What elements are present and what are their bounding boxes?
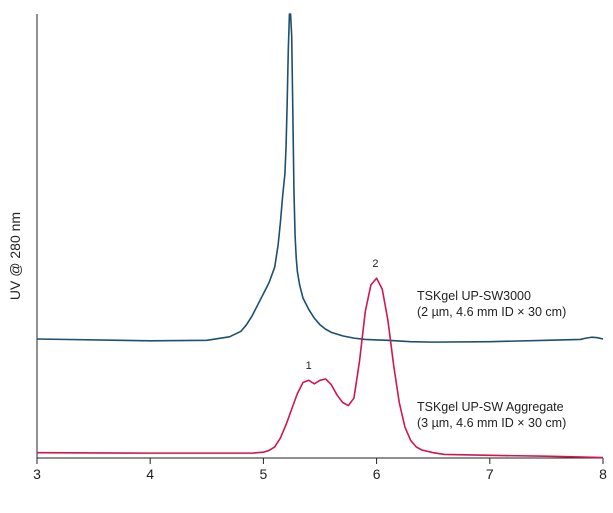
series-line-2 bbox=[36, 277, 604, 459]
series-label-1-line-2: (2 µm, 4.6 mm ID × 30 cm) bbox=[417, 305, 566, 319]
x-axis-ticks: 3 4 5 6 7 8 bbox=[33, 458, 607, 482]
y-axis-label: UV @ 280 nm bbox=[7, 212, 23, 300]
x-tick-label: 8 bbox=[599, 466, 607, 482]
x-tick-label: 7 bbox=[486, 466, 494, 482]
series-label-2-line-2: (3 µm, 4.6 mm ID × 30 cm) bbox=[417, 416, 566, 430]
x-tick-label: 6 bbox=[373, 466, 381, 482]
series-label-2-line-1: TSKgel UP-SW Aggregate bbox=[417, 400, 564, 414]
axes bbox=[36, 14, 603, 459]
peak-label-2: 2 bbox=[372, 258, 378, 270]
series-label-1-line-1: TSKgel UP-SW3000 bbox=[417, 289, 531, 303]
x-tick-label: 4 bbox=[146, 466, 154, 482]
x-tick-label: 3 bbox=[33, 466, 41, 482]
series-labels: TSKgel UP-SW3000 (2 µm, 4.6 mm ID × 30 cm… bbox=[417, 289, 566, 430]
peak-label-1: 1 bbox=[306, 360, 312, 372]
peak-annotations: 12 bbox=[306, 258, 379, 372]
series-layer bbox=[36, 13, 604, 459]
series-line-1 bbox=[36, 13, 604, 343]
x-tick-label: 5 bbox=[260, 466, 268, 482]
